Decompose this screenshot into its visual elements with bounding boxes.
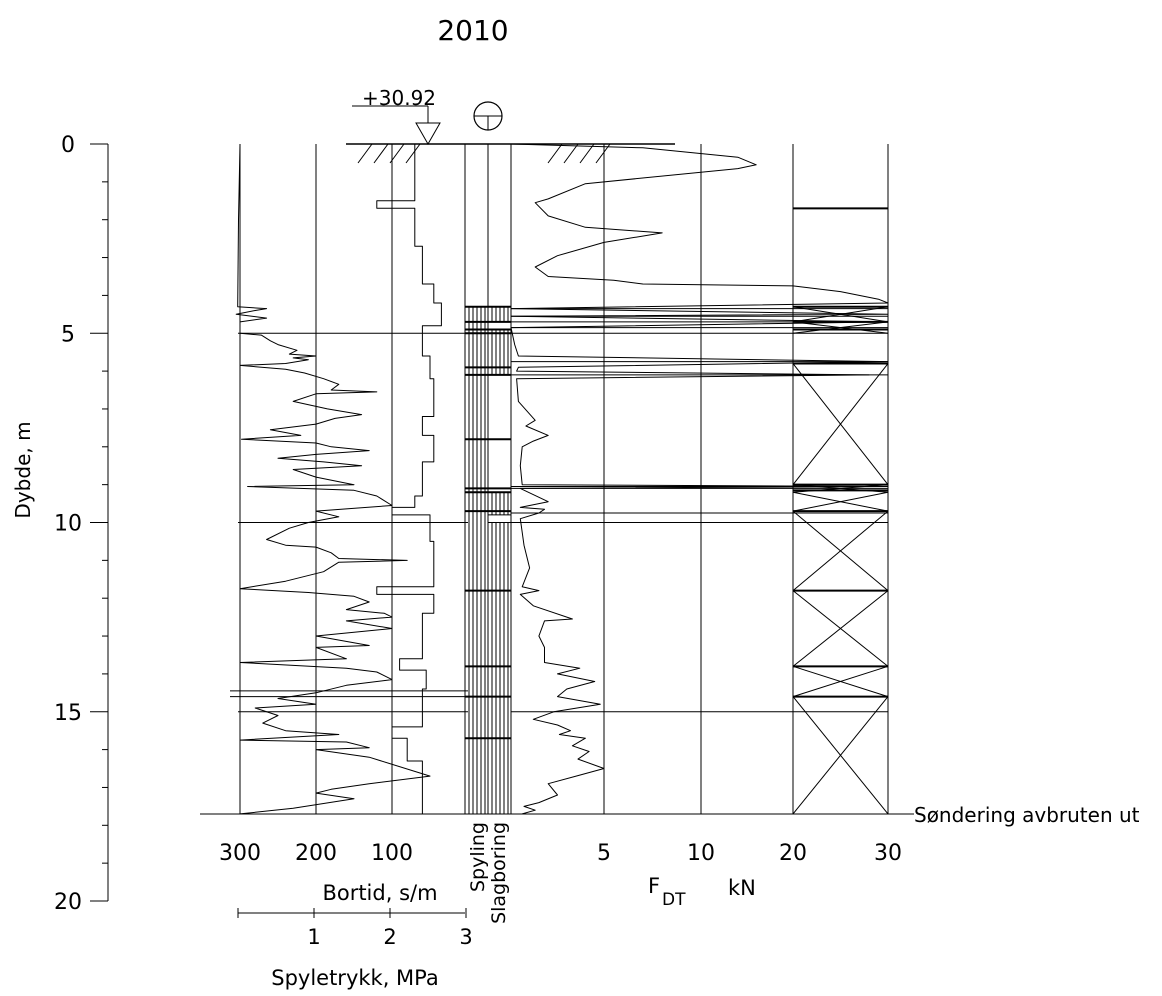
x-panel-cross bbox=[792, 590, 889, 667]
terminated-label: Søndering avbruten ut bbox=[914, 803, 1140, 827]
level-triangle-icon bbox=[415, 122, 441, 146]
fdt-subscript: DT bbox=[662, 890, 686, 910]
method-columns bbox=[464, 101, 512, 815]
fdt-tick-label: 30 bbox=[874, 841, 902, 866]
surface-level-label: +30.92 bbox=[362, 86, 436, 110]
y-axis-label: Dybde, m bbox=[11, 421, 35, 518]
x-panel-cross bbox=[792, 306, 889, 323]
fdt-series-line bbox=[510, 143, 889, 815]
ground-hatch bbox=[547, 143, 563, 164]
spyletrykk-label: Spyletrykk, MPa bbox=[271, 966, 439, 990]
fdt-unit: kN bbox=[728, 876, 756, 900]
bortid-profile-line bbox=[376, 144, 442, 814]
chart-title: 2010 bbox=[437, 14, 508, 47]
ground-hatch bbox=[405, 143, 421, 164]
bortid-panel bbox=[230, 143, 468, 815]
y-tick-label: 10 bbox=[54, 512, 82, 537]
bortid-tick-label: 100 bbox=[371, 841, 413, 866]
bortid-tick-label: 300 bbox=[219, 841, 261, 866]
ground-hatch bbox=[579, 143, 595, 164]
x-panel-cross bbox=[792, 510, 889, 592]
x-panel-cross bbox=[792, 665, 889, 698]
y-axis: 0 5 10 15 20 bbox=[54, 133, 109, 915]
bortid-tick-label: 200 bbox=[295, 841, 337, 866]
x-panel-cross bbox=[792, 321, 889, 334]
x-panel-cross bbox=[792, 696, 889, 815]
y-tick-label: 5 bbox=[61, 322, 75, 347]
ground-hatch bbox=[357, 143, 373, 164]
fdt-panel bbox=[510, 143, 889, 815]
bottom-labels: 300 200 100 5 10 20 30 1 2 3 bbox=[219, 841, 902, 949]
spyletrykk-tick-label: 2 bbox=[383, 925, 396, 949]
y-tick-label: 15 bbox=[54, 701, 82, 726]
x-panel-cross bbox=[792, 491, 889, 512]
x-panel-cross bbox=[792, 363, 889, 485]
ground-hatch bbox=[389, 143, 405, 164]
fdt-tick-label: 20 bbox=[779, 841, 807, 866]
ground-hatch bbox=[373, 143, 389, 164]
fdt-tick-label: 10 bbox=[687, 841, 715, 866]
y-tick-label: 20 bbox=[54, 890, 82, 915]
y-tick-label: 0 bbox=[61, 133, 75, 158]
fdt-label: F bbox=[648, 874, 660, 898]
spyletrykk-tick-label: 3 bbox=[459, 925, 472, 949]
spyletrykk-tick-label: 1 bbox=[307, 925, 320, 949]
bortid-detail-line bbox=[235, 143, 431, 815]
method-right-label: Slagboring bbox=[488, 822, 510, 924]
bortid-label: Bortid, s/m bbox=[322, 881, 437, 905]
fdt-tick-label: 5 bbox=[597, 841, 611, 866]
panel-lines bbox=[200, 144, 914, 815]
ground-hatch bbox=[563, 143, 579, 164]
method-left-label: Spyling bbox=[467, 822, 489, 892]
